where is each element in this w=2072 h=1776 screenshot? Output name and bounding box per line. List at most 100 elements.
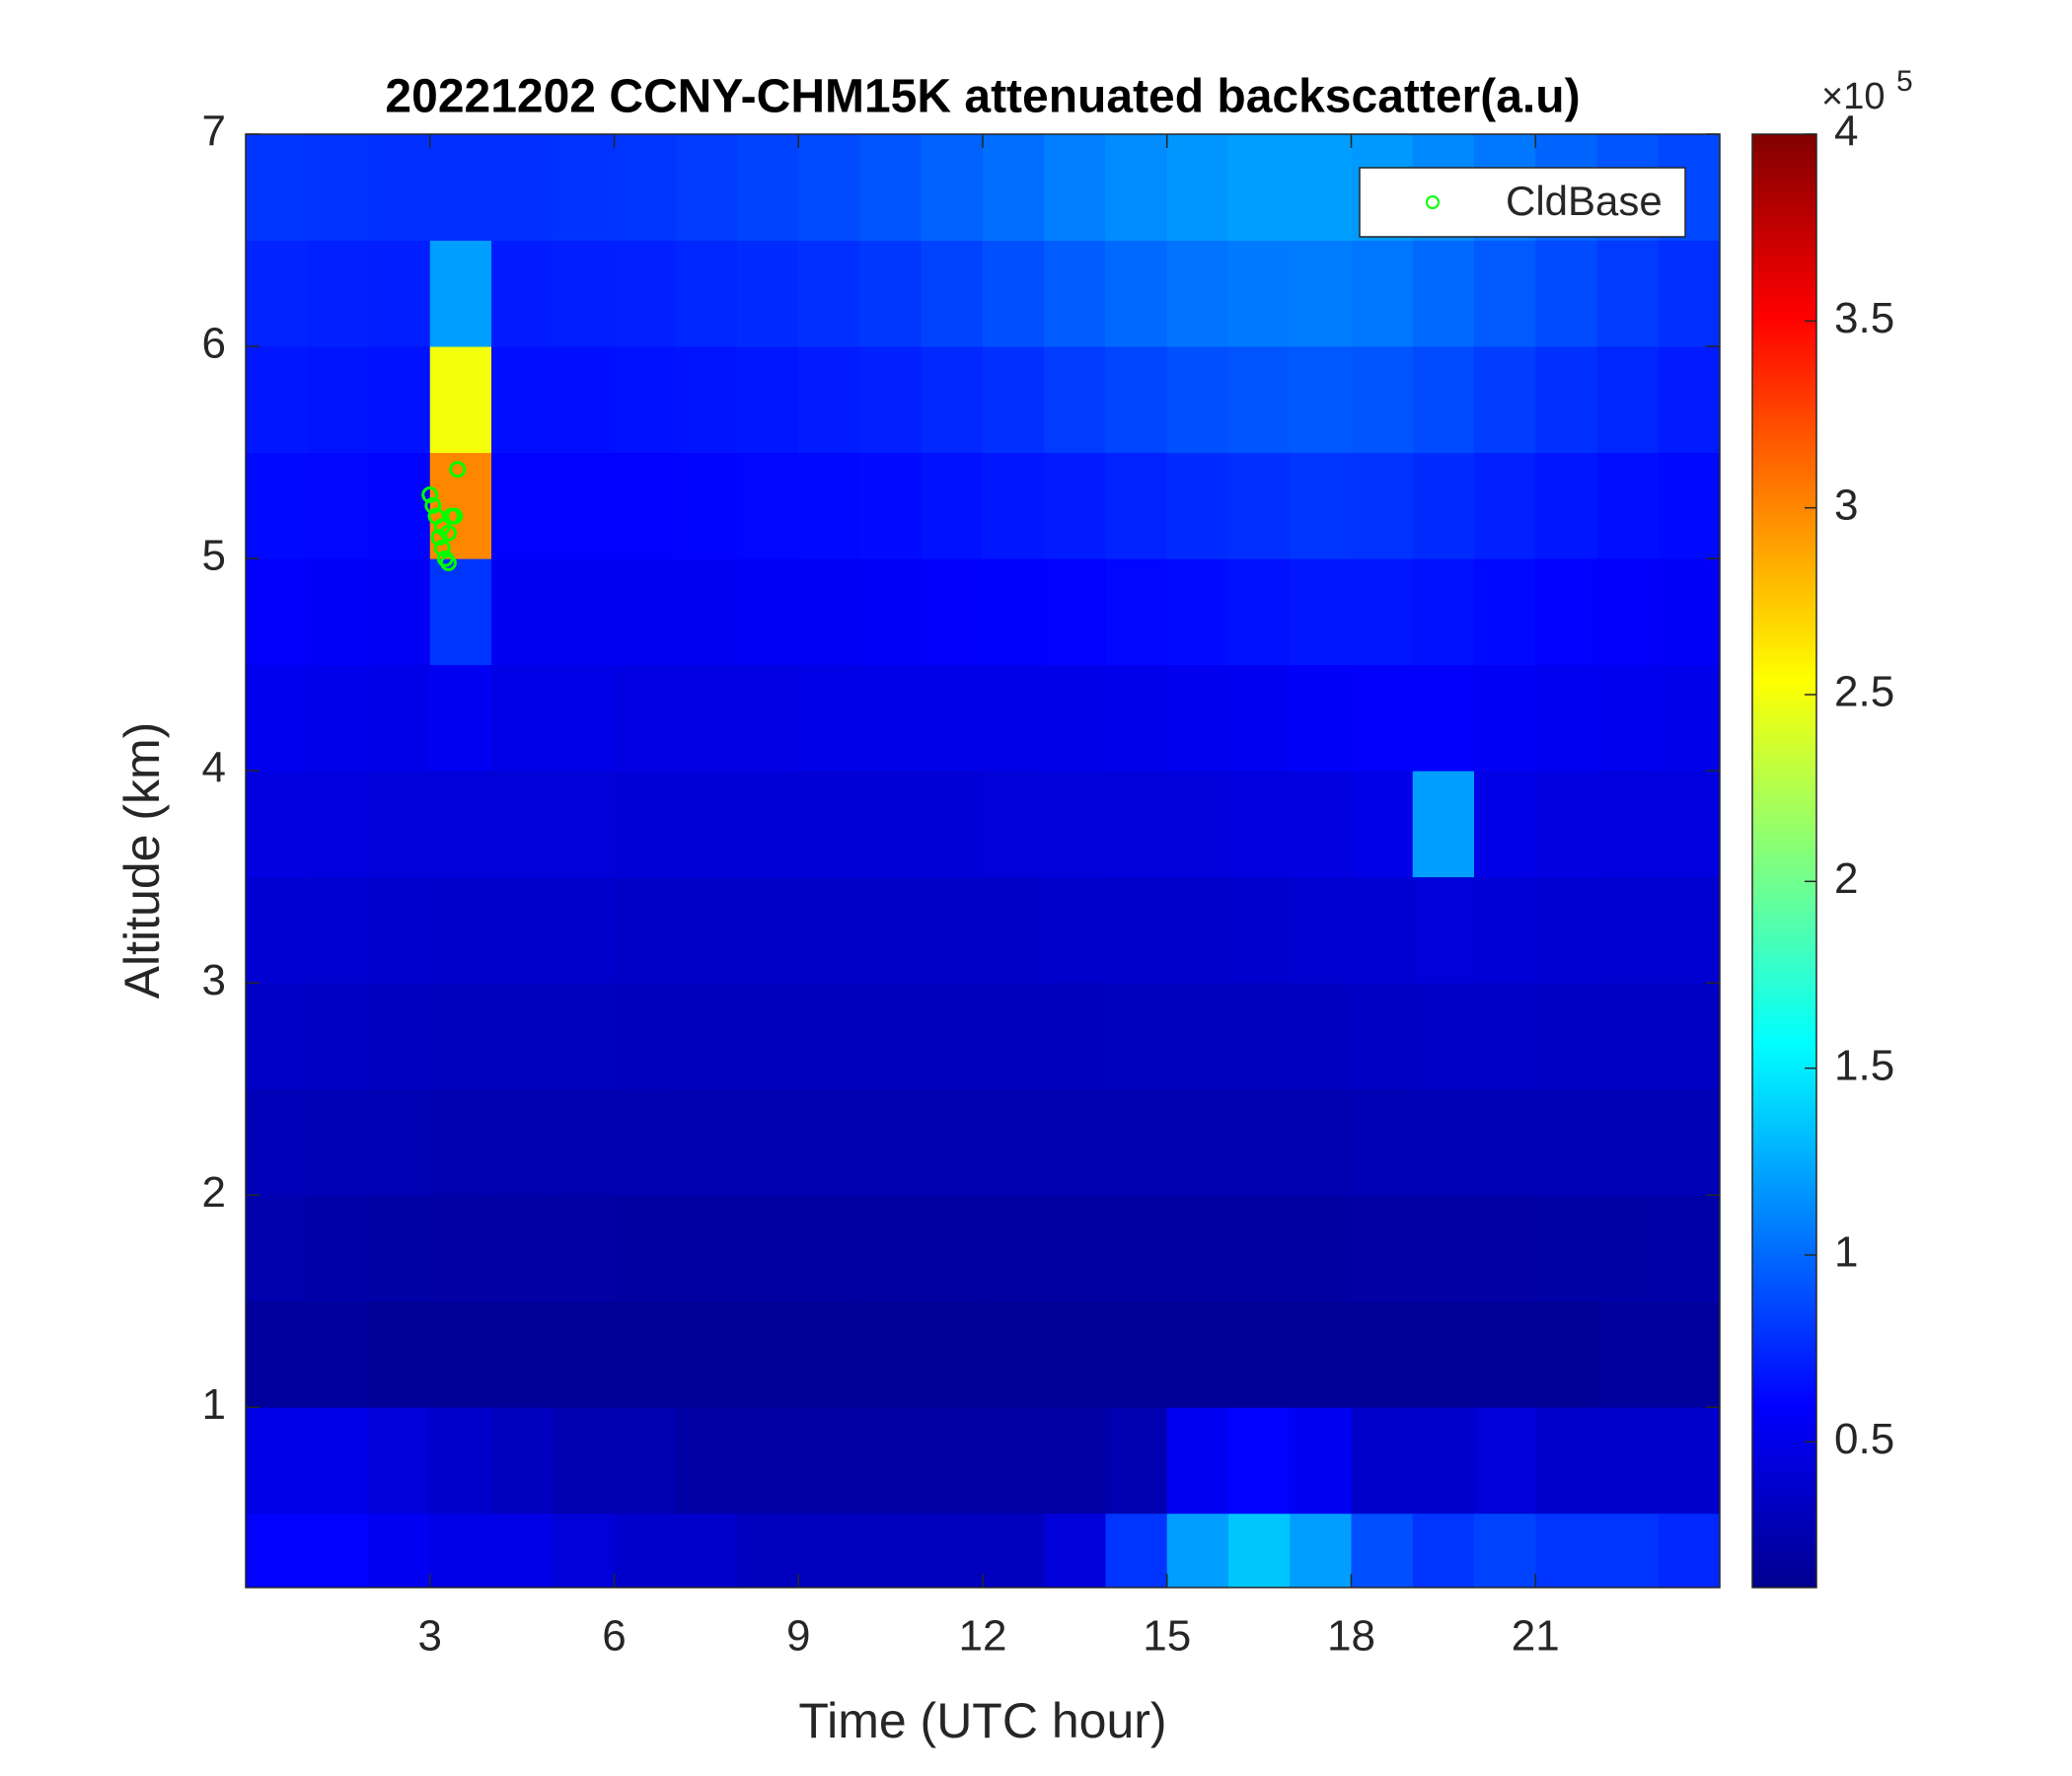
heatmap-cell bbox=[614, 452, 677, 559]
heatmap-cell bbox=[1166, 558, 1229, 666]
heatmap-cell bbox=[798, 240, 860, 347]
chart-title: 20221202 CCNY-CHM15K attenuated backscat… bbox=[385, 71, 1580, 123]
heatmap-cell bbox=[1596, 876, 1660, 984]
heatmap-cell bbox=[983, 664, 1045, 772]
heatmap-cell bbox=[307, 1407, 369, 1515]
heatmap-cell bbox=[1658, 346, 1720, 454]
heatmap-cell bbox=[1044, 346, 1106, 454]
heatmap-cell bbox=[368, 134, 431, 242]
heatmap-cell bbox=[1166, 876, 1229, 984]
heatmap-cell bbox=[737, 771, 799, 878]
heatmap-cell bbox=[1290, 240, 1352, 347]
heatmap-cell bbox=[983, 983, 1045, 1090]
heatmap-cell bbox=[553, 452, 615, 559]
colorbar bbox=[1751, 133, 1817, 1589]
heatmap-cell bbox=[614, 876, 677, 984]
heatmap-cell bbox=[1535, 558, 1597, 666]
heatmap-cell bbox=[1412, 1513, 1475, 1588]
heatmap-cell bbox=[859, 558, 923, 666]
heatmap-cell bbox=[1658, 452, 1720, 559]
heatmap-cell bbox=[1105, 664, 1168, 772]
heatmap-cell bbox=[1228, 1088, 1291, 1196]
heatmap-cell bbox=[368, 558, 431, 666]
heatmap-cell bbox=[1290, 1513, 1352, 1588]
heatmap-cell bbox=[1535, 876, 1597, 984]
heatmap-cell bbox=[675, 1195, 738, 1302]
heatmap-cell bbox=[553, 1513, 615, 1588]
heatmap-cell bbox=[1474, 1300, 1536, 1408]
heatmap-cell bbox=[307, 1088, 369, 1196]
heatmap-cell bbox=[1166, 1407, 1229, 1515]
cloud-base-point bbox=[433, 539, 451, 556]
colorbar-tick-label: 3.5 bbox=[1834, 294, 1894, 342]
heatmap-cell bbox=[859, 771, 923, 878]
heatmap-cell bbox=[307, 134, 369, 242]
heatmap-cell bbox=[983, 1088, 1045, 1196]
heatmap-cell bbox=[983, 771, 1045, 878]
heatmap-cell bbox=[1228, 983, 1291, 1090]
colorbar-tick-label: 1.5 bbox=[1834, 1041, 1894, 1089]
heatmap-cell bbox=[491, 558, 554, 666]
heatmap-cell bbox=[1351, 771, 1414, 878]
heatmap-cell bbox=[1044, 452, 1106, 559]
heatmap-cell bbox=[491, 240, 554, 347]
heatmap-cell bbox=[1351, 1088, 1414, 1196]
heatmap-cell bbox=[1412, 771, 1475, 878]
heatmap-cell bbox=[1535, 1300, 1597, 1408]
heatmap-cell bbox=[1474, 771, 1536, 878]
heatmap-cell bbox=[1351, 1300, 1414, 1408]
heatmap-cell bbox=[983, 558, 1045, 666]
heatmap-cell bbox=[1596, 1300, 1660, 1408]
heatmap-cell bbox=[307, 771, 369, 878]
heatmap-cell bbox=[1474, 558, 1536, 666]
heatmap-cell bbox=[246, 452, 308, 559]
y-axis-label: Altitude (km) bbox=[114, 722, 170, 999]
heatmap-cell bbox=[921, 1195, 984, 1302]
heatmap-cell bbox=[1044, 1088, 1106, 1196]
colorbar-tick-label: 2 bbox=[1834, 854, 1858, 903]
heatmap-cell bbox=[553, 1300, 615, 1408]
heatmap-cell bbox=[1044, 664, 1106, 772]
y-tick-label: 7 bbox=[202, 108, 226, 156]
heatmap-cell bbox=[1474, 240, 1536, 347]
heatmap-cell bbox=[737, 1195, 799, 1302]
heatmap-cell bbox=[1596, 1088, 1660, 1196]
heatmap-cell bbox=[368, 1195, 431, 1302]
heatmap-cell bbox=[1412, 876, 1475, 984]
heatmap-cell bbox=[1412, 1300, 1475, 1408]
heatmap-cell bbox=[246, 771, 308, 878]
heatmap-cell bbox=[368, 240, 431, 347]
heatmap-cell bbox=[553, 1088, 615, 1196]
heatmap-cell bbox=[859, 876, 923, 984]
heatmap-cell bbox=[675, 771, 738, 878]
heatmap-cell bbox=[1351, 664, 1414, 772]
heatmap-cell bbox=[1044, 1195, 1106, 1302]
heatmap-cell bbox=[246, 1088, 308, 1196]
heatmap-cell bbox=[614, 771, 677, 878]
heatmap-cell bbox=[1658, 983, 1720, 1090]
cloud-base bbox=[421, 461, 467, 571]
heatmap-cell bbox=[1290, 346, 1352, 454]
heatmap-cell bbox=[798, 452, 860, 559]
heatmap-cell bbox=[1658, 1513, 1720, 1588]
colorbar-tick-label: 4 bbox=[1834, 108, 1858, 156]
heatmap-cell bbox=[1044, 240, 1106, 347]
heatmap-cell bbox=[983, 1407, 1045, 1515]
x-tick-label: 12 bbox=[959, 1612, 1007, 1661]
heatmap-cell bbox=[1044, 876, 1106, 984]
heatmap-cell bbox=[1474, 1088, 1536, 1196]
heatmap-cell bbox=[983, 240, 1045, 347]
y-tick-label: 3 bbox=[202, 956, 226, 1004]
heatmap-cell bbox=[983, 134, 1045, 242]
heatmap-cell bbox=[1474, 876, 1536, 984]
legend-label: CldBase bbox=[1506, 178, 1663, 224]
heatmap-cell bbox=[675, 1407, 738, 1515]
heatmap-cell bbox=[1105, 1088, 1168, 1196]
heatmap-cell bbox=[675, 346, 738, 454]
heatmap-cell bbox=[921, 558, 984, 666]
heatmap-cell bbox=[429, 771, 492, 878]
heatmap-cell bbox=[859, 1407, 923, 1515]
heatmap-cell bbox=[1166, 983, 1229, 1090]
heatmap-cell bbox=[675, 452, 738, 559]
legend: CldBase bbox=[1359, 167, 1686, 238]
